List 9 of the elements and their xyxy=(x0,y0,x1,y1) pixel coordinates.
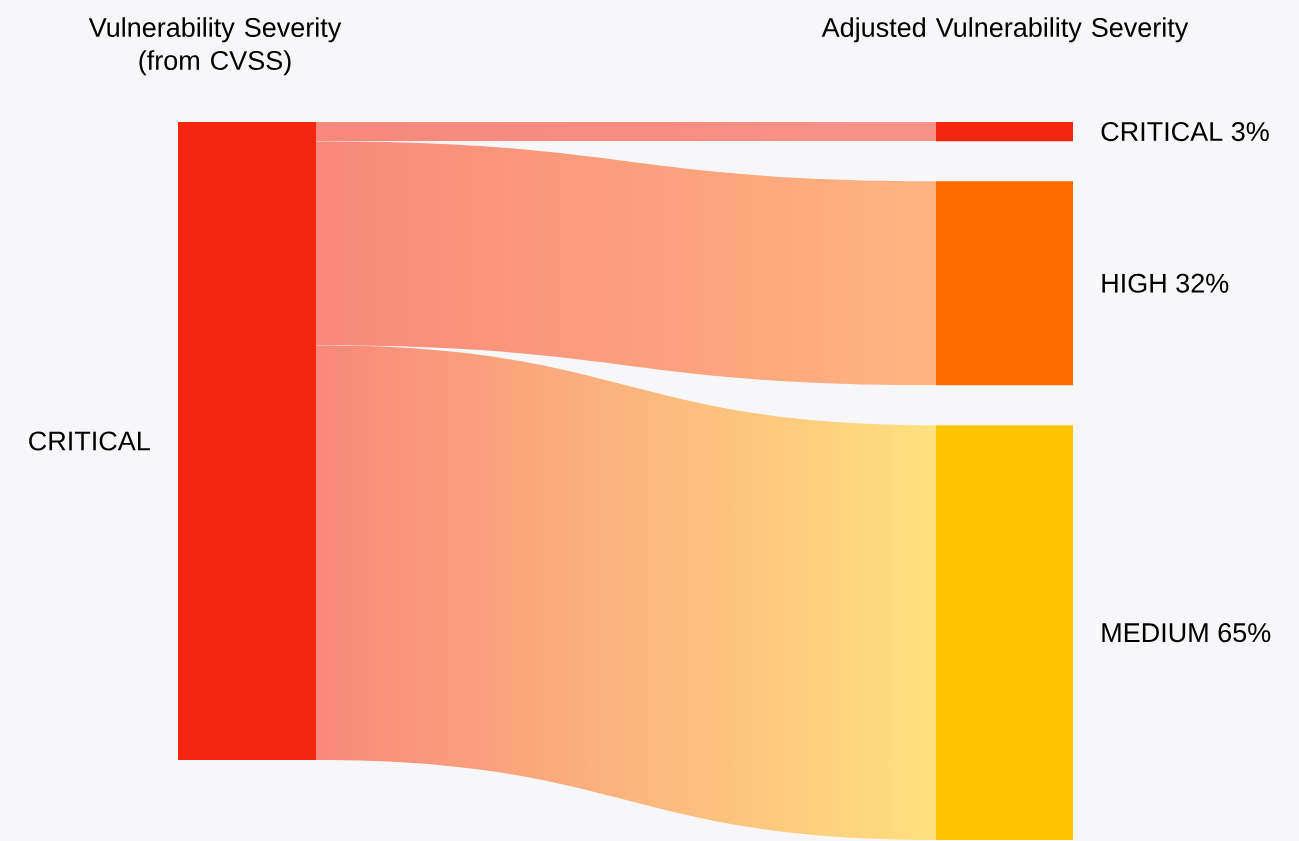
data-label: 65% xyxy=(1218,623,1271,643)
data-label: 3% xyxy=(1231,122,1269,142)
data-label: 32% xyxy=(1176,273,1229,293)
text: Vulnerability Severity (from CVSS) xyxy=(88,17,342,76)
category-label: CRITICAL xyxy=(1101,122,1223,142)
text: Adjusted Vulnerability Severity xyxy=(821,17,1189,43)
text: CRITICAL xyxy=(29,431,150,451)
category-label: MEDIUM xyxy=(1102,623,1208,643)
category-label: HIGH xyxy=(1102,273,1166,293)
